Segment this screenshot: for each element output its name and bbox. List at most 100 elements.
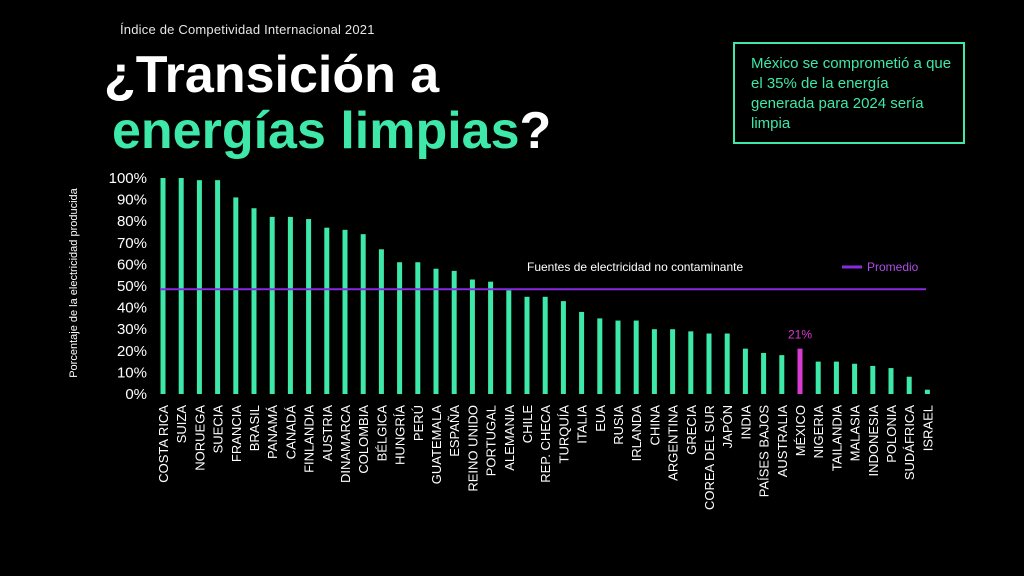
x-tick-label: TURQUÍA: [556, 405, 571, 464]
x-tick-label: AUSTRALIA: [775, 405, 790, 478]
bar: [469, 279, 475, 394]
x-tick-label: PAÍSES BAJOS: [757, 405, 772, 498]
x-tick-label: SUDÁFRICA: [902, 405, 917, 480]
x-tick-label: COREA DEL SUR: [702, 405, 717, 510]
callout-box: México se comprometió a que el 35% de la…: [733, 42, 965, 144]
x-tick-label: ISRAEL: [920, 405, 935, 451]
y-tick-label: 50%: [117, 278, 147, 295]
title-highlight: energías limpias: [112, 102, 520, 160]
bar: [397, 262, 403, 394]
x-tick-label: JAPÓN: [720, 405, 735, 448]
y-axis-title: Porcentaje de la electricidad producida: [68, 187, 80, 377]
x-tick-label: CHILE: [520, 405, 535, 444]
bar: [324, 227, 330, 394]
y-tick-label: 100%: [109, 170, 147, 187]
y-tick-label: 0%: [125, 386, 147, 403]
x-tick-label: CHINA: [647, 405, 662, 446]
x-tick-label: ITALIA: [575, 405, 590, 444]
y-tick-label: 60%: [117, 256, 147, 273]
bar: [451, 270, 457, 394]
y-tick-label: 20%: [117, 343, 147, 360]
mexico-value-label: 21%: [788, 328, 812, 342]
x-tick-label: ALEMANIA: [502, 405, 517, 471]
bars: [160, 178, 930, 394]
bar: [342, 229, 348, 394]
bar: [378, 249, 384, 394]
bar: [779, 355, 785, 394]
title-line-2: energías limpias?: [112, 102, 551, 160]
x-tick-label: COLOMBIA: [356, 405, 371, 474]
bar: [706, 333, 712, 394]
bar: [870, 365, 876, 394]
x-tick-label: PERÚ: [411, 405, 426, 441]
bar: [233, 197, 239, 394]
x-tick-label: RUSIA: [611, 405, 626, 445]
bar: [742, 348, 748, 394]
x-axis-labels: COSTA RICA SUIZA NORUEGA SUECIA FRANCIA BRASI…: [156, 405, 935, 510]
supertitle: Índice de Competividad Internacional 202…: [120, 22, 375, 37]
bar: [178, 178, 184, 394]
bar: [287, 216, 293, 394]
bar: [306, 219, 312, 394]
x-tick-label: POLONIA: [884, 405, 899, 463]
bar: [597, 318, 603, 394]
bar: [560, 301, 566, 394]
y-tick-label: 40%: [117, 300, 147, 317]
bar: [215, 180, 221, 394]
title-question-mark: ?: [519, 102, 552, 160]
x-tick-label: PANAMÁ: [265, 405, 280, 459]
bar: [251, 208, 257, 394]
bar: [433, 268, 439, 394]
x-tick-label: TAILANDIA: [829, 405, 844, 472]
x-tick-label: EUA: [593, 405, 608, 432]
bar: [196, 180, 202, 394]
x-tick-label: INDIA: [738, 405, 753, 440]
x-tick-label: DINAMARCA: [338, 405, 353, 483]
bar: [579, 311, 585, 394]
x-tick-label: NORUEGA: [192, 405, 207, 471]
bar: [651, 329, 657, 394]
bar-highlight: [797, 348, 803, 394]
bar: [269, 216, 275, 394]
x-tick-label: SUIZA: [174, 405, 189, 444]
y-tick-label: 10%: [117, 364, 147, 381]
y-tick-label: 90%: [117, 192, 147, 209]
x-tick-label: REINO UNIDO: [465, 405, 480, 492]
bar: [506, 290, 512, 394]
bar: [924, 389, 930, 394]
bar: [488, 281, 494, 394]
x-tick-label: ESPAÑA: [447, 405, 462, 457]
bar: [360, 234, 366, 394]
series-legend: Fuentes de electricidad no contaminante: [527, 260, 743, 274]
x-tick-label: BRASIL: [247, 405, 262, 451]
x-tick-label: FRANCIA: [229, 405, 244, 462]
x-tick-label: MÉXICO: [793, 405, 808, 456]
bar: [524, 296, 530, 394]
x-tick-label: ARGENTINA: [666, 405, 681, 481]
x-tick-label: NIGERIA: [811, 405, 826, 459]
x-tick-label: PORTUGAL: [484, 405, 499, 476]
average-legend-label: Promedio: [867, 260, 919, 274]
y-tick-label: 80%: [117, 213, 147, 230]
x-tick-label: HUNGRÍA: [393, 405, 408, 465]
bar: [688, 331, 694, 394]
x-tick-label: IRLANDA: [629, 405, 644, 462]
bar: [888, 368, 894, 394]
bar: [633, 320, 639, 394]
x-tick-label: FINLANDIA: [302, 405, 317, 473]
x-tick-label: INDONESIA: [866, 405, 881, 477]
bar: [542, 296, 548, 394]
bar: [906, 376, 912, 394]
bar: [815, 361, 821, 394]
y-tick-label: 70%: [117, 235, 147, 252]
x-tick-label: CANADÁ: [283, 405, 298, 460]
x-tick-label: BÉLGICA: [374, 405, 389, 462]
x-tick-label: MALASIA: [848, 405, 863, 462]
x-tick-label: GUATEMALA: [429, 405, 444, 485]
bar: [615, 320, 621, 394]
bar: [415, 262, 421, 394]
x-tick-label: GRECIA: [684, 405, 699, 455]
bar: [761, 352, 767, 394]
